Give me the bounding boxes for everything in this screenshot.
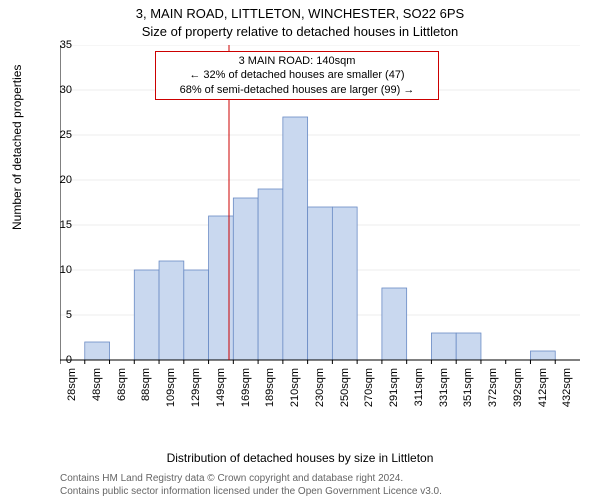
y-tick-label: 10 bbox=[42, 264, 72, 276]
annotation-line1: 3 MAIN ROAD: 140sqm bbox=[162, 54, 432, 68]
x-tick-label: 412sqm bbox=[537, 368, 549, 408]
x-tick-label: 210sqm bbox=[289, 368, 301, 408]
x-tick-label: 311sqm bbox=[413, 368, 425, 408]
annotation-line2: ← 32% of detached houses are smaller (47… bbox=[162, 68, 432, 82]
y-tick-label: 25 bbox=[42, 129, 72, 141]
y-tick-label: 20 bbox=[42, 174, 72, 186]
x-axis-label: Distribution of detached houses by size … bbox=[0, 451, 600, 465]
footer-text: Contains HM Land Registry data © Crown c… bbox=[60, 472, 442, 498]
x-tick-label: 250sqm bbox=[339, 368, 351, 408]
x-tick-label: 48sqm bbox=[91, 368, 103, 408]
x-tick-label: 372sqm bbox=[487, 368, 499, 408]
footer-line2: Contains public sector information licen… bbox=[60, 485, 442, 498]
x-tick-label: 88sqm bbox=[140, 368, 152, 408]
y-tick-label: 15 bbox=[42, 219, 72, 231]
annotation-line3: 68% of semi-detached houses are larger (… bbox=[162, 83, 432, 97]
x-tick-label: 392sqm bbox=[512, 368, 524, 408]
chart-title-line2: Size of property relative to detached ho… bbox=[0, 24, 600, 39]
y-tick-label: 5 bbox=[42, 309, 72, 321]
histogram-plot bbox=[60, 45, 580, 415]
x-tick-label: 28sqm bbox=[66, 368, 78, 408]
x-tick-label: 169sqm bbox=[240, 368, 252, 408]
chart-title-line1: 3, MAIN ROAD, LITTLETON, WINCHESTER, SO2… bbox=[0, 6, 600, 21]
x-tick-label: 351sqm bbox=[462, 368, 474, 408]
x-tick-label: 270sqm bbox=[363, 368, 375, 408]
x-tick-label: 189sqm bbox=[264, 368, 276, 408]
x-tick-label: 230sqm bbox=[314, 368, 326, 408]
x-tick-label: 432sqm bbox=[561, 368, 573, 408]
x-tick-label: 109sqm bbox=[165, 368, 177, 408]
x-tick-label: 68sqm bbox=[116, 368, 128, 408]
x-tick-label: 331sqm bbox=[438, 368, 450, 408]
annotation-box: 3 MAIN ROAD: 140sqm ← 32% of detached ho… bbox=[155, 51, 439, 100]
y-axis-label: Number of detached properties bbox=[10, 65, 24, 230]
y-tick-label: 0 bbox=[42, 354, 72, 366]
y-tick-label: 30 bbox=[42, 84, 72, 96]
y-tick-label: 35 bbox=[42, 39, 72, 51]
x-tick-label: 291sqm bbox=[388, 368, 400, 408]
chart-area: 3 MAIN ROAD: 140sqm ← 32% of detached ho… bbox=[60, 45, 580, 415]
x-tick-label: 129sqm bbox=[190, 368, 202, 408]
x-tick-label: 149sqm bbox=[215, 368, 227, 408]
footer-line1: Contains HM Land Registry data © Crown c… bbox=[60, 472, 442, 485]
